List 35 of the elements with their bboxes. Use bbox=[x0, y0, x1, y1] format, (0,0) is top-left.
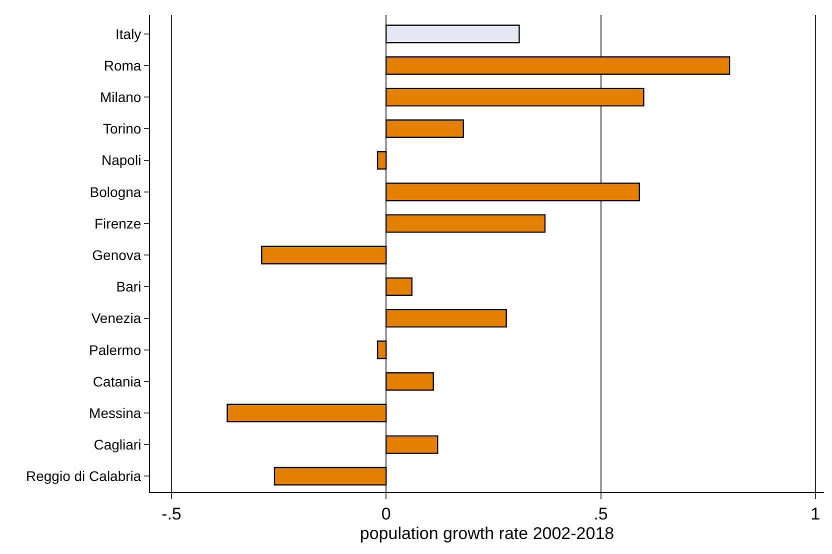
y-tick-label: Cagliari bbox=[94, 436, 142, 453]
y-tick-label: Bologna bbox=[90, 184, 142, 200]
bar bbox=[386, 56, 730, 75]
y-tick-label: Genova bbox=[92, 246, 142, 263]
bar bbox=[386, 214, 546, 233]
bar bbox=[386, 277, 412, 296]
y-tick-label: Roma bbox=[104, 57, 142, 74]
bar bbox=[386, 435, 438, 454]
y-tick-label: Firenze bbox=[94, 215, 142, 232]
bar bbox=[261, 246, 387, 264]
x-axis-title: population growth rate 2002-2018 bbox=[360, 524, 614, 543]
y-tick-label: Catania bbox=[92, 373, 142, 390]
bar bbox=[386, 182, 640, 202]
y-tick-label: Milano bbox=[100, 89, 142, 106]
bar bbox=[386, 88, 644, 106]
bar bbox=[386, 372, 434, 391]
y-tick-label: Napoli bbox=[101, 152, 142, 168]
bar bbox=[386, 24, 520, 44]
y-tick-label: Torino bbox=[103, 120, 142, 137]
y-tick-label: Palermo bbox=[89, 342, 142, 358]
x-tick-label: 0 bbox=[381, 504, 391, 524]
x-tick-label: .5 bbox=[594, 504, 608, 524]
y-tick-label: Messina bbox=[89, 404, 142, 421]
bar bbox=[226, 404, 387, 422]
bar bbox=[386, 119, 464, 138]
bar bbox=[274, 466, 387, 486]
y-tick-label: Italy bbox=[116, 26, 142, 42]
y-tick-label: Bari bbox=[116, 278, 142, 295]
x-tick-label: 1 bbox=[810, 504, 820, 524]
bar bbox=[376, 340, 387, 360]
y-tick-label: Reggio di Calabria bbox=[26, 468, 142, 484]
bar bbox=[376, 151, 387, 170]
x-tick-label: -.5 bbox=[162, 504, 182, 524]
y-tick-label: Venezia bbox=[91, 310, 142, 326]
bar bbox=[386, 308, 507, 328]
